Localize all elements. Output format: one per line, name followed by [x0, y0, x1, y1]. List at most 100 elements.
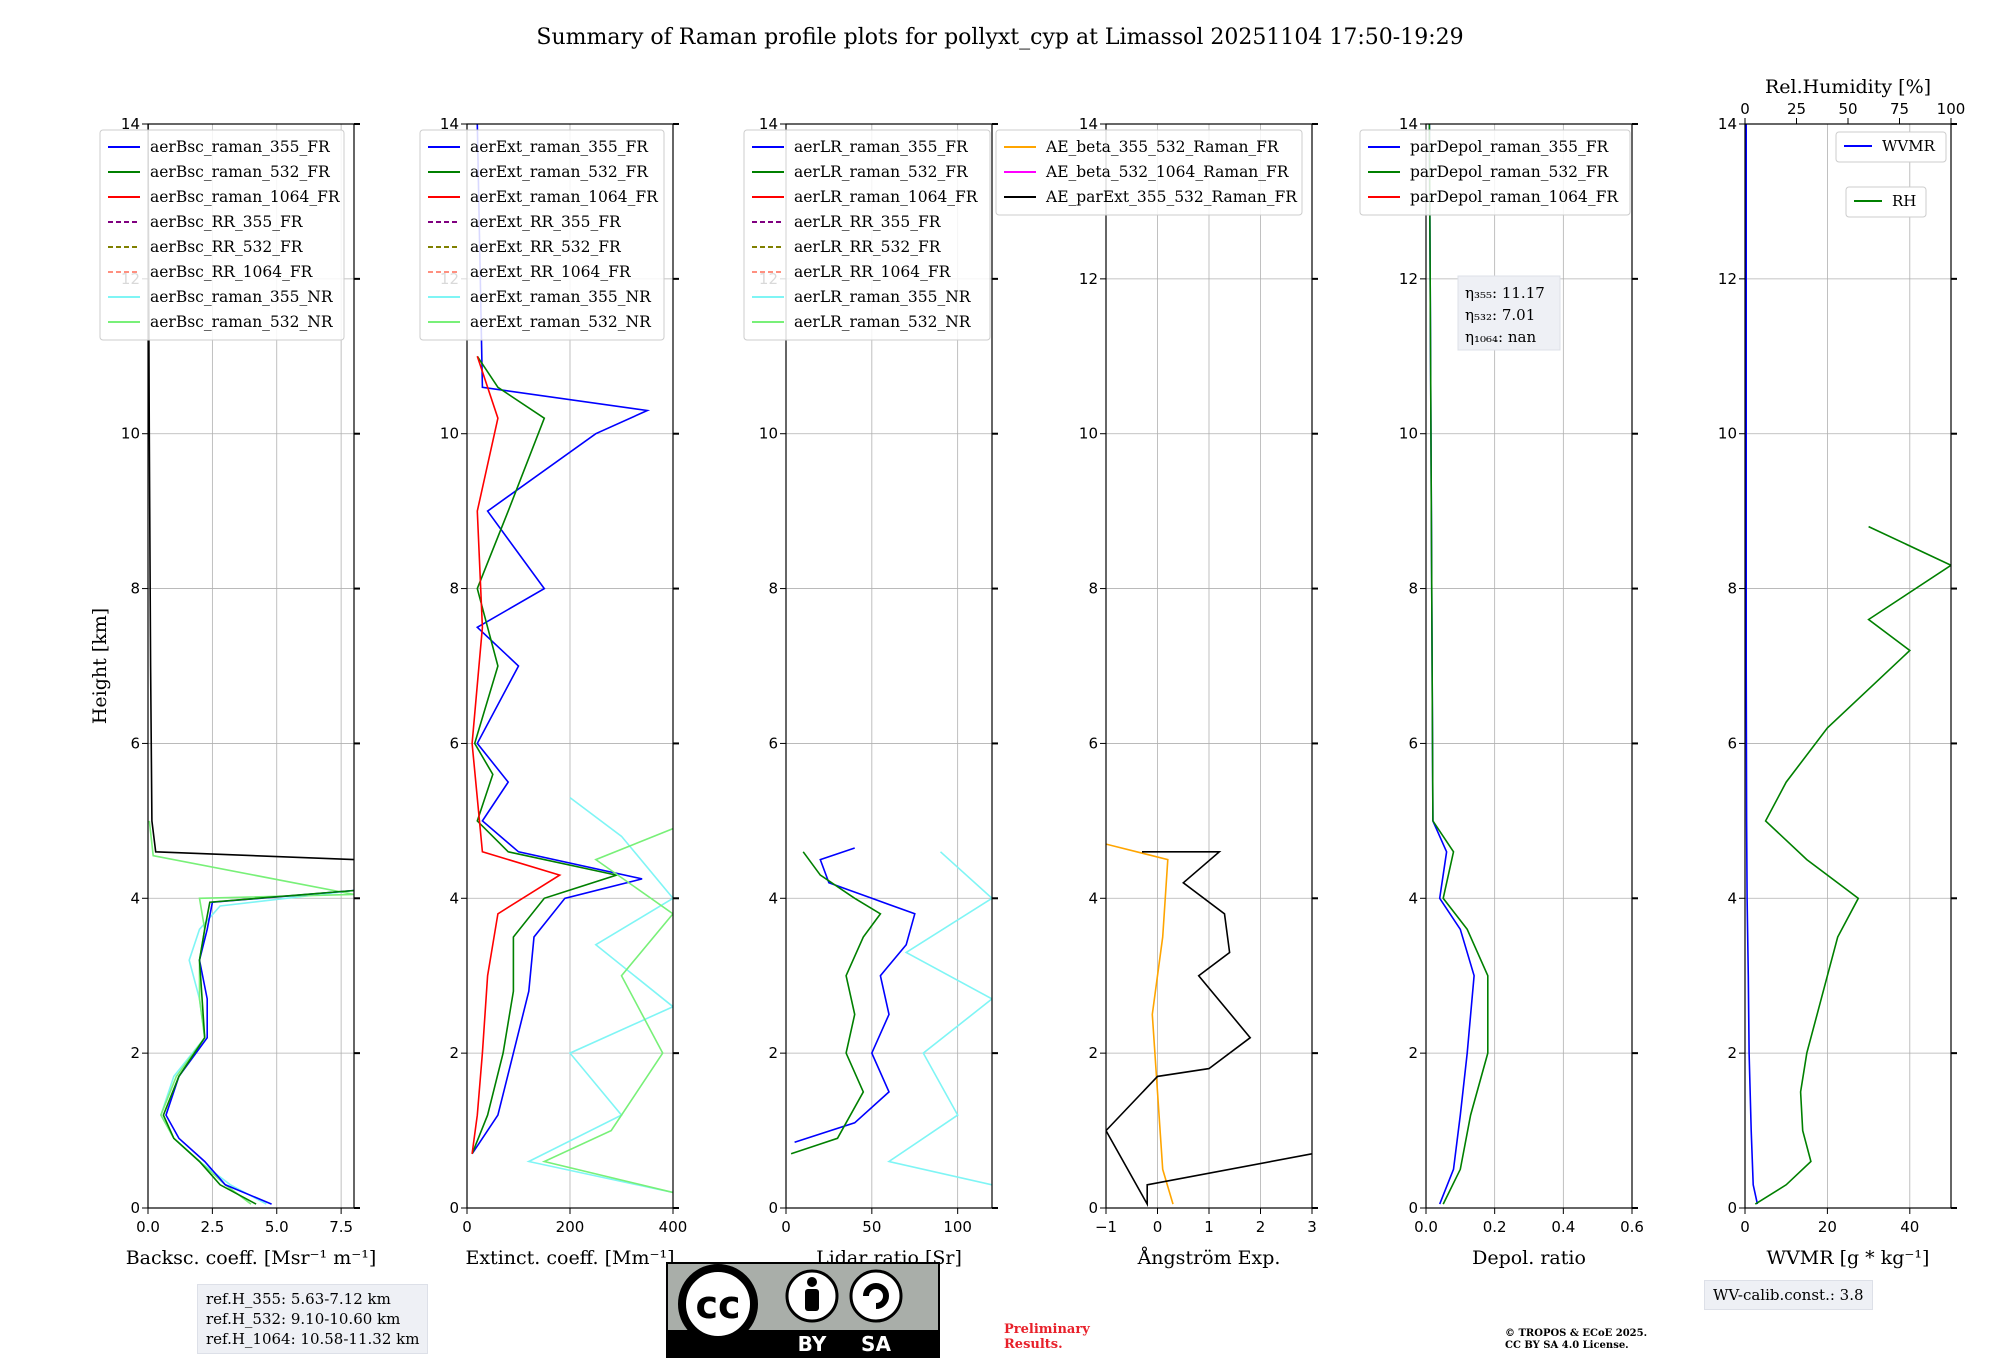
y-tick-label: 6 — [1408, 734, 1418, 752]
legend-frame — [99, 129, 345, 341]
series-line-RH — [1754, 525, 1951, 1205]
legend-label-aerBsc_RR_355_FR: aerBsc_RR_355_FR — [150, 213, 304, 231]
y-tick-label: 2 — [768, 1044, 778, 1062]
y-tick-label: 12 — [1079, 270, 1098, 288]
x-axis-label: Backsc. coeff. [Msr⁻¹ m⁻¹] — [126, 1247, 377, 1269]
y-tick-label: 0 — [768, 1199, 778, 1217]
y-tick-label: 12 — [1718, 270, 1737, 288]
y-tick-label: 4 — [1408, 889, 1418, 907]
eta-label: η₅₃₂: 7.01 — [1465, 306, 1535, 324]
y-tick-label: 14 — [440, 115, 459, 133]
legend-label-aerExt_RR_355_FR: aerExt_RR_355_FR — [470, 213, 622, 231]
x-tick-label: 0 — [1153, 1218, 1163, 1236]
x-tick-label: 0 — [1740, 1218, 1750, 1236]
eta-label: η₁₀₆₄: nan — [1465, 328, 1536, 346]
legend-box: aerBsc_raman_355_FR aerBsc_raman_532_FRae… — [99, 129, 345, 341]
y-tick-label: 12 — [1399, 270, 1418, 288]
y-tick-label: 8 — [449, 580, 459, 598]
x-tick-label: 0 — [462, 1218, 472, 1236]
legend-label-RH: RH — [1892, 192, 1916, 210]
y-tick-label: 10 — [759, 425, 778, 443]
y-tick-label: 2 — [1408, 1044, 1418, 1062]
y-tick-label: 14 — [1079, 115, 1098, 133]
x-tick-label: 3 — [1307, 1218, 1317, 1236]
panel-extinction: 024681012140200400Extinct. coeff. [Mm⁻¹]… — [419, 115, 687, 1269]
legend-frame — [1835, 131, 1947, 163]
y-tick-label: 0 — [1727, 1199, 1737, 1217]
series-line-parDepol_raman_532_FR — [1428, 124, 1489, 1205]
legend-label-aerLR_RR_532_FR: aerLR_RR_532_FR — [794, 238, 942, 256]
legend-label-aerBsc_raman_355_FR: aerBsc_raman_355_FR — [150, 138, 331, 156]
series-line-aerBsc_raman_355_FR — [165, 889, 354, 1205]
reference-height-box: ref.H_355: 5.63-7.12 km ref.H_532: 9.10-… — [197, 1284, 429, 1354]
legend-label-aerExt_raman_1064_FR: aerExt_raman_1064_FR — [470, 188, 659, 206]
series-line-parDepol_raman_355_FR — [1428, 124, 1475, 1205]
legend-frame — [743, 129, 991, 341]
legend-label-aerBsc_raman_532_FR: aerBsc_raman_532_FR — [150, 163, 331, 181]
legend-label-AE_beta_532_1064_Raman_FR: AE_beta_532_1064_Raman_FR — [1045, 163, 1290, 181]
y-tick-label: 10 — [440, 425, 459, 443]
legend-label-aerExt_raman_355_FR: aerExt_raman_355_FR — [470, 138, 649, 156]
y-tick-label: 6 — [1088, 734, 1098, 752]
legend-label-AE_beta_355_532_Raman_FR: AE_beta_355_532_Raman_FR — [1045, 138, 1280, 156]
sa-label: SA — [861, 1332, 891, 1356]
cc-license-badge: cc BY SA — [666, 1262, 940, 1358]
copyright-line-2: CC BY SA 4.0 License. — [1505, 1340, 1629, 1351]
series-line-aerBsc_upper_532 — [148, 124, 354, 861]
axes-frame — [147, 123, 355, 1209]
x-tick-label: 5.0 — [265, 1218, 289, 1236]
series-line-AE_beta_355_532_Raman_FR — [1106, 843, 1174, 1205]
legend-box: parDepol_raman_355_FR parDepol_raman_532_… — [1359, 129, 1631, 216]
legend-label-parDepol_raman_1064_FR: parDepol_raman_1064_FR — [1410, 188, 1619, 206]
series-line-aerBsc_raman_355_NR — [160, 889, 354, 1205]
legend-box: aerExt_raman_355_FR aerExt_raman_532_FRae… — [419, 129, 665, 341]
axes-frame — [1744, 123, 1952, 1209]
series-group — [148, 124, 354, 1205]
x-tick-label: 100 — [943, 1218, 972, 1236]
wv-calibration-box: WV-calib.const.: 3.8 — [1704, 1280, 1873, 1310]
x-tick-label: 2.5 — [200, 1218, 224, 1236]
x-tick-label: 0.4 — [1551, 1218, 1575, 1236]
legend-label-aerExt_RR_532_FR: aerExt_RR_532_FR — [470, 238, 622, 256]
y-tick-label: 0 — [1408, 1199, 1418, 1217]
y-tick-label: 8 — [768, 580, 778, 598]
y-tick-label: 14 — [759, 115, 778, 133]
figure-title: Summary of Raman profile plots for polly… — [536, 25, 1463, 50]
legend-label-aerExt_raman_532_NR: aerExt_raman_532_NR — [470, 313, 652, 331]
series-line-aerExt_raman_1064_FR — [471, 356, 562, 1154]
y-tick-label: 0 — [449, 1199, 459, 1217]
y-tick-label: 6 — [130, 734, 140, 752]
y-tick-label: 10 — [1399, 425, 1418, 443]
y-tick-label: 8 — [1088, 580, 1098, 598]
legend-label-parDepol_raman_532_FR: parDepol_raman_532_FR — [1410, 163, 1610, 181]
legend-label-aerBsc_RR_532_FR: aerBsc_RR_532_FR — [150, 238, 304, 256]
by-label: BY — [798, 1332, 827, 1356]
prelim-line-2: Results. — [1004, 1337, 1063, 1352]
legend-label-aerExt_raman_532_FR: aerExt_raman_532_FR — [470, 163, 649, 181]
x-axis-label: Depol. ratio — [1472, 1247, 1586, 1269]
legend-label-aerBsc_raman_532_NR: aerBsc_raman_532_NR — [150, 313, 334, 331]
sa-share-alike-icon — [849, 1269, 903, 1323]
x-tick-label: 0 — [781, 1218, 791, 1236]
y-tick-label: 6 — [449, 734, 459, 752]
x-tick-label: 0.6 — [1620, 1218, 1644, 1236]
legend-label-aerLR_raman_532_FR: aerLR_raman_532_FR — [794, 163, 969, 181]
y-tick-label: 6 — [768, 734, 778, 752]
y-tick-label: 4 — [130, 889, 140, 907]
x-tick-label: 0.0 — [136, 1218, 160, 1236]
series-line-aerExt_raman_355_FR — [471, 124, 651, 1155]
legend-label-aerExt_raman_355_NR: aerExt_raman_355_NR — [470, 288, 652, 306]
y-tick-label: 8 — [1727, 580, 1737, 598]
legend-box-rh: RH — [1845, 186, 1927, 218]
y-tick-label: 4 — [1727, 889, 1737, 907]
legend-frame — [1359, 129, 1631, 216]
y-tick-label: 2 — [1088, 1044, 1098, 1062]
top-tick-label: 25 — [1787, 100, 1806, 118]
y-tick-label: 4 — [1088, 889, 1098, 907]
legend-label-aerExt_RR_1064_FR: aerExt_RR_1064_FR — [470, 263, 632, 281]
x-tick-label: 0.2 — [1483, 1218, 1507, 1236]
